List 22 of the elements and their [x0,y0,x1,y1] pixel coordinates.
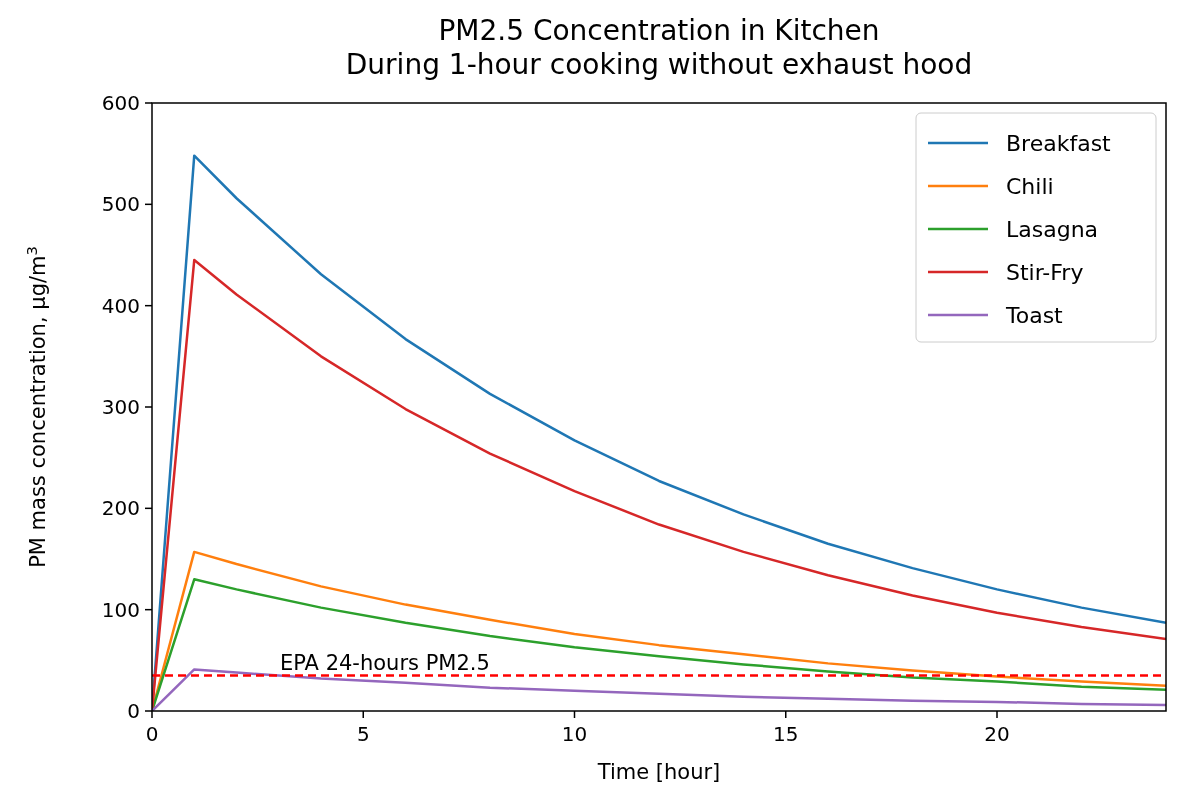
x-tick-label: 5 [356,722,370,746]
y-tick-label: 100 [101,597,140,622]
legend-label: Toast [1005,303,1064,328]
legend-label: Chili [1006,174,1054,199]
legend-label: Stir-Fry [1006,260,1084,285]
line-series [152,258,1166,711]
legend-label: Breakfast [1006,131,1112,156]
legend-label: Lasagna [1006,217,1099,242]
y-tick-label: 600 [101,91,140,115]
y-tick-label: 300 [101,395,140,419]
y-tick-label: 200 [101,496,140,521]
y-tick-label: 400 [101,293,140,318]
y-tick-label: 500 [101,192,140,217]
ref-line-label: EPA 24-hours PM2.5 [280,650,490,675]
x-tick-label: 0 [145,722,159,746]
chart-title: PM2.5 Concentration in Kitchen During 1-hour cooking without exhaust hood [345,14,973,81]
x-tick-label: 10 [561,722,588,746]
x-tick-label: 20 [984,722,1010,746]
line-series [152,668,1166,711]
x-tick-label: 15 [773,722,799,746]
y-tick-label: 0 [127,699,140,723]
x-axis-title: Time [hour] [596,760,721,784]
